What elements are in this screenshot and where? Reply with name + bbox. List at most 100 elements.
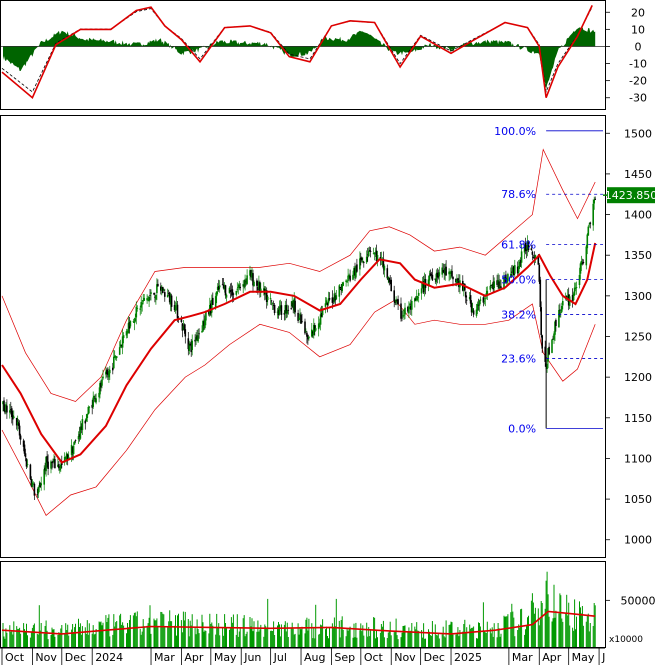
candle-body: [58, 464, 60, 469]
candlestick: [449, 270, 451, 280]
candlestick: [127, 316, 130, 334]
candle-body: [479, 299, 482, 301]
candlestick: [161, 285, 163, 296]
candle-body: [355, 266, 357, 278]
candlestick: [51, 461, 53, 470]
candlestick: [407, 305, 409, 314]
candle-body: [566, 296, 569, 298]
candle-body: [40, 483, 42, 486]
candle-body: [242, 284, 244, 287]
candlestick: [198, 328, 200, 339]
candle-body: [520, 251, 523, 263]
candle-body: [129, 320, 132, 327]
candlestick: [468, 292, 471, 301]
candlestick: [182, 320, 185, 331]
candle-body: [324, 303, 327, 307]
candle-body: [496, 280, 498, 285]
candlestick: [572, 291, 575, 302]
candlestick: [531, 250, 534, 261]
volume-moving-average: [1, 610, 596, 635]
candlestick: [348, 273, 350, 279]
candle-body: [441, 267, 443, 275]
candle-body: [314, 325, 316, 330]
candlestick: [263, 282, 265, 296]
candle-body: [72, 446, 75, 455]
candlestick: [259, 280, 261, 298]
candle-body: [71, 446, 74, 453]
candle-body: [308, 336, 310, 339]
candle-body: [482, 297, 485, 303]
candle-body: [252, 273, 254, 286]
candle-body: [332, 300, 335, 302]
candlestick: [388, 277, 391, 286]
candlestick: [438, 266, 441, 284]
candlestick: [242, 280, 244, 294]
candlestick: [477, 298, 480, 311]
candlestick: [334, 292, 337, 306]
oscillator-y-tick-label: 20: [631, 6, 645, 19]
candlestick: [571, 288, 574, 308]
candle-body: [325, 300, 328, 305]
candlestick: [386, 264, 389, 281]
candle-body: [46, 456, 48, 463]
candle-body: [284, 305, 287, 314]
candle-body: [345, 280, 347, 282]
candlestick: [11, 406, 13, 424]
candlestick: [305, 328, 307, 333]
candle-body: [503, 277, 505, 289]
candlestick: [470, 300, 473, 316]
candlestick: [414, 296, 417, 301]
candle-body: [73, 441, 76, 445]
candlestick: [374, 247, 377, 257]
candle-body: [534, 255, 537, 260]
candle-body: [113, 356, 115, 369]
candle-body: [511, 271, 513, 273]
candle-body: [260, 288, 262, 293]
candle-body: [120, 344, 123, 346]
candle-body: [140, 302, 142, 308]
candle-body: [397, 299, 399, 305]
candlestick: [428, 270, 431, 286]
candle-body: [580, 261, 583, 266]
candle-body: [565, 296, 568, 298]
candle-body: [146, 298, 148, 301]
candlestick: [582, 259, 585, 265]
candlestick: [442, 263, 444, 274]
candle-body: [456, 279, 458, 284]
candlestick: [317, 316, 320, 337]
candlestick: [54, 455, 56, 469]
candlestick: [507, 272, 509, 284]
candle-body: [352, 274, 354, 280]
candle-body: [404, 307, 406, 315]
candle-body: [85, 418, 88, 421]
candle-body: [581, 263, 584, 264]
candle-body: [407, 306, 409, 312]
price-y-tick-label: 1450: [624, 168, 652, 181]
x-axis-label: May: [572, 651, 595, 664]
candle-body: [525, 249, 528, 251]
candle-body: [489, 285, 492, 290]
fib-label: 0.0%: [508, 422, 536, 435]
candlestick: [540, 301, 542, 338]
candlestick: [512, 264, 514, 277]
candle-body: [365, 256, 368, 263]
candle-body: [383, 265, 386, 271]
candlestick: [411, 296, 413, 316]
fib-label: 61.8%: [501, 239, 536, 252]
candlestick: [67, 451, 70, 460]
candlestick: [194, 334, 196, 347]
candle-body: [548, 346, 550, 355]
candle-body: [338, 285, 341, 297]
candle-body: [484, 298, 487, 300]
candlestick: [397, 295, 399, 310]
candle-body: [301, 321, 303, 322]
candlestick: [526, 235, 529, 257]
candle-body: [224, 285, 227, 296]
candle-body: [579, 263, 582, 274]
candle-body: [472, 310, 475, 315]
candle-body: [208, 310, 210, 315]
candle-body: [24, 453, 27, 458]
candlestick: [520, 244, 523, 268]
candle-body: [98, 392, 100, 398]
candle-body: [427, 279, 430, 286]
